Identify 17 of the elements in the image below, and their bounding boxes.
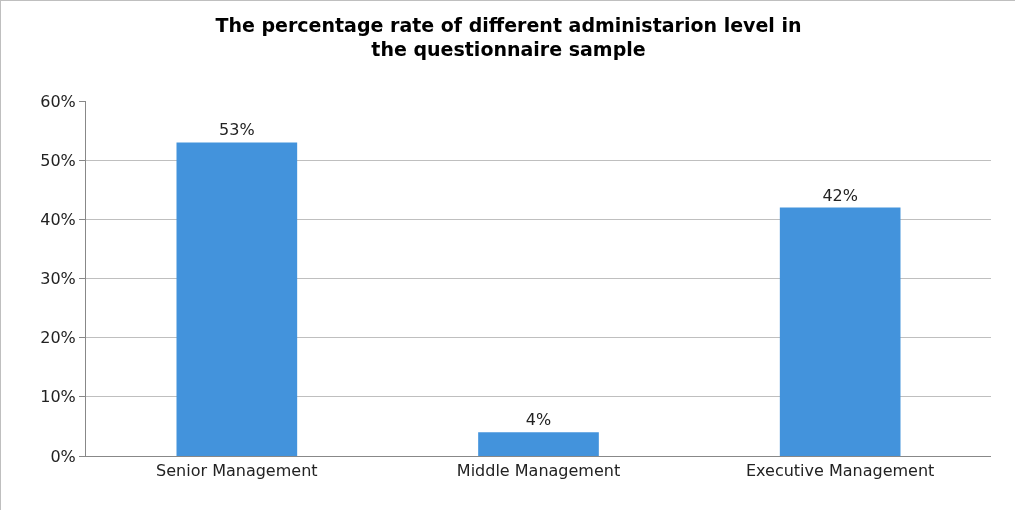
x-tick-label: Middle Management bbox=[456, 461, 621, 481]
x-tick-label: Senior Management bbox=[156, 461, 318, 481]
chart-title: The percentage rate of different administarion level in the questionnaire sample bbox=[215, 13, 802, 61]
y-tick-label: 60% bbox=[40, 91, 76, 111]
bar bbox=[779, 207, 901, 456]
y-tick-label: 0% bbox=[50, 446, 76, 466]
data-label: 53% bbox=[219, 120, 255, 140]
bar bbox=[176, 142, 298, 456]
data-label: 42% bbox=[822, 185, 858, 205]
y-tick-label: 20% bbox=[40, 328, 76, 348]
y-tick-label: 10% bbox=[40, 387, 76, 407]
y-tick-label: 50% bbox=[40, 150, 76, 170]
data-label: 4% bbox=[525, 410, 552, 430]
y-tick-label: 40% bbox=[40, 209, 76, 229]
x-tick-label: Executive Management bbox=[745, 461, 935, 481]
y-tick-label: 30% bbox=[40, 269, 76, 289]
bar bbox=[478, 432, 599, 456]
